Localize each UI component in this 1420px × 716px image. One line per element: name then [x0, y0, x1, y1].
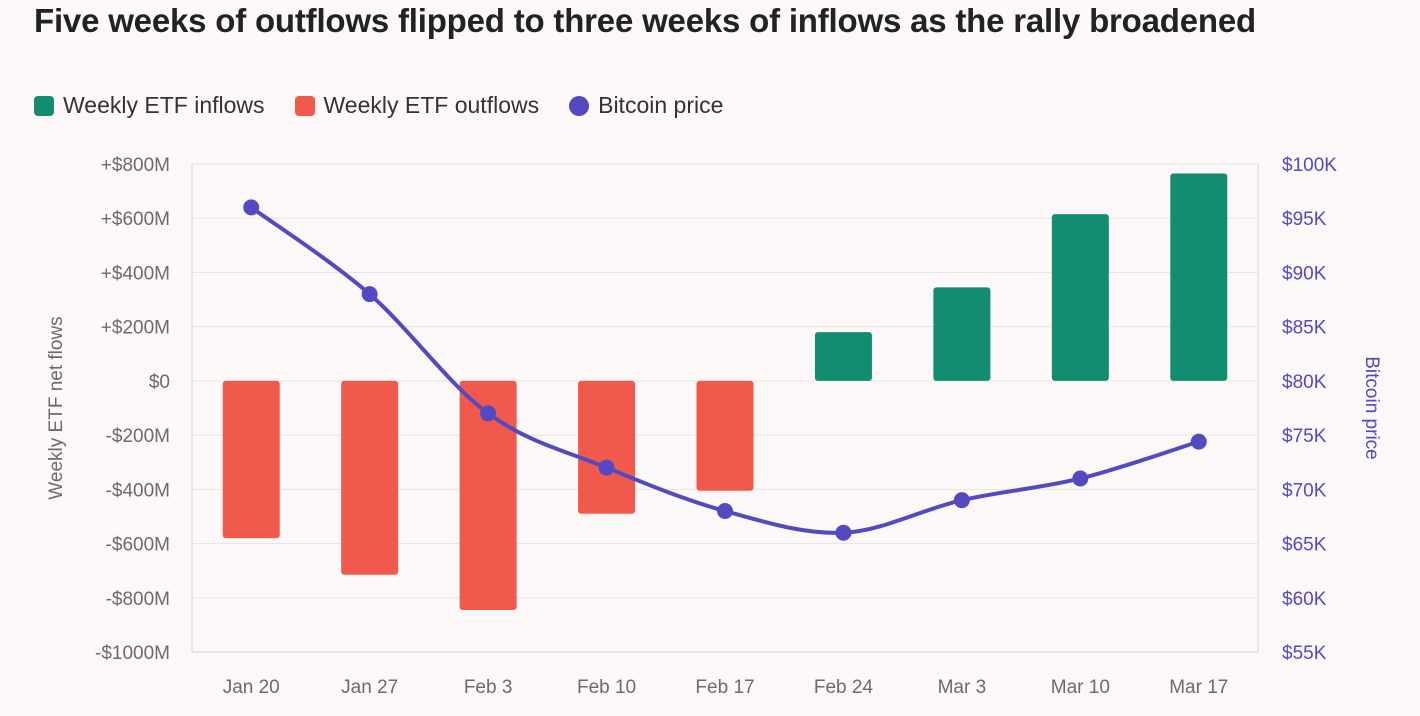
- legend-label: Weekly ETF outflows: [323, 92, 540, 118]
- x-tick-label: Feb 3: [464, 677, 513, 698]
- y-tick-label: +$600M: [101, 209, 170, 230]
- x-tick-label: Mar 17: [1169, 677, 1228, 698]
- y2-axis-label: Bitcoin price: [1361, 356, 1382, 460]
- legend-label: Weekly ETF inflows: [63, 92, 265, 118]
- chart-title: Five weeks of outflows flipped to three …: [34, 2, 1256, 39]
- y2-tick-label: $70K: [1282, 480, 1327, 501]
- y2-tick-label: $95K: [1282, 209, 1327, 230]
- x-tick-label: Jan 27: [341, 677, 398, 698]
- price-point: [243, 199, 260, 216]
- x-tick-label: Mar 3: [938, 677, 987, 698]
- x-tick-label: Feb 17: [695, 677, 754, 698]
- y-axis-label: Weekly ETF net flows: [46, 316, 67, 499]
- y-tick-label: -$600M: [106, 535, 170, 556]
- y-tick-label: +$400M: [101, 263, 170, 284]
- price-point: [480, 405, 497, 422]
- price-point: [598, 459, 615, 476]
- inflows-swatch: [34, 95, 54, 116]
- y-tick-label: $0: [149, 372, 170, 393]
- outflow-bar: [341, 380, 399, 575]
- y-tick-label: -$200M: [106, 426, 170, 447]
- legend: Weekly ETF inflows Weekly ETF outflows B…: [34, 92, 723, 119]
- x-tick-label: Feb 10: [577, 677, 636, 698]
- inflow-bar: [814, 332, 872, 381]
- x-tick-label: Jan 20: [223, 677, 280, 698]
- y-tick-label: -$400M: [106, 480, 170, 501]
- y-tick-label: +$800M: [101, 155, 170, 176]
- outflow-bar: [578, 380, 636, 514]
- outflow-bar: [696, 380, 754, 491]
- legend-item-price: Bitcoin price: [569, 92, 723, 119]
- legend-item-inflows: Weekly ETF inflows: [34, 92, 265, 119]
- y2-tick-label: $75K: [1282, 426, 1327, 447]
- price-swatch: [569, 95, 590, 116]
- legend-label: Bitcoin price: [598, 92, 724, 118]
- price-point: [361, 286, 378, 303]
- x-tick-label: Mar 10: [1051, 677, 1110, 698]
- outflow-bar: [459, 380, 517, 610]
- price-point: [1190, 433, 1207, 450]
- inflow-bar: [933, 287, 991, 381]
- y-tick-label: -$1000M: [95, 643, 170, 664]
- y2-tick-label: $60K: [1282, 589, 1327, 610]
- price-line: [250, 205, 1200, 535]
- inflow-bar: [1051, 214, 1109, 381]
- y2-tick-label: $90K: [1282, 263, 1327, 284]
- y2-tick-label: $100K: [1282, 155, 1337, 176]
- price-point: [835, 524, 852, 541]
- price-point: [1072, 470, 1089, 487]
- y2-tick-label: $80K: [1282, 372, 1327, 393]
- y2-tick-label: $55K: [1282, 643, 1327, 664]
- price-point: [953, 492, 970, 509]
- price-point: [717, 503, 733, 520]
- y-tick-label: +$200M: [101, 318, 170, 339]
- legend-item-outflows: Weekly ETF outflows: [294, 92, 540, 119]
- x-tick-label: Feb 24: [814, 677, 874, 698]
- outflow-bar: [222, 380, 280, 539]
- inflow-bar: [1170, 173, 1228, 381]
- y2-tick-label: $65K: [1282, 535, 1327, 556]
- outflows-swatch: [294, 95, 315, 116]
- y2-tick-label: $85K: [1282, 318, 1327, 339]
- y-tick-label: -$800M: [106, 589, 170, 610]
